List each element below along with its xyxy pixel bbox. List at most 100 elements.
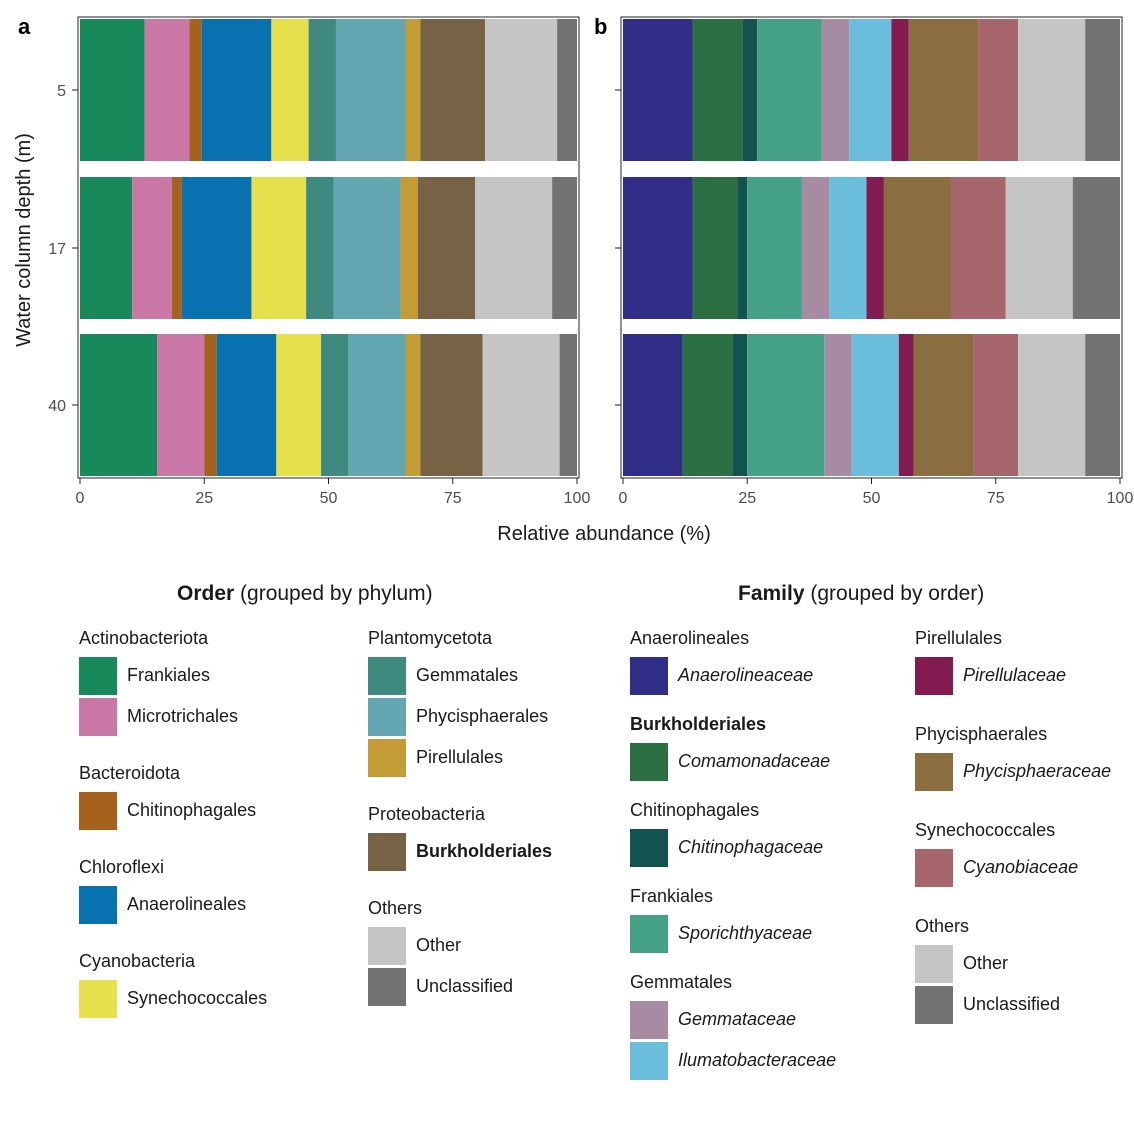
legend-swatch: [79, 886, 117, 924]
legend-title: Order (grouped by phylum): [177, 582, 433, 606]
x-tick-label: 50: [320, 490, 338, 507]
legend-swatch: [915, 945, 953, 983]
bar-segment-gemmataceae: [801, 177, 830, 319]
bar-segment-burkholderiales: [420, 334, 483, 476]
bar-segment-chitinophagaceae: [742, 19, 758, 161]
legend-group-title: Pirellulales: [915, 628, 1003, 648]
x-tick-label: 0: [619, 490, 628, 507]
bar-segment-unclassified: [1085, 19, 1120, 161]
legend-label: Frankiales: [127, 665, 211, 685]
legend-swatch: [630, 1042, 668, 1080]
bar-segment-gemmatales: [308, 19, 336, 161]
x-tick-label: 100: [1107, 490, 1134, 507]
x-axis-title: Relative abundance (%): [497, 523, 710, 545]
legend-group-title: Synechococcales: [915, 820, 1056, 840]
x-tick-label: 100: [564, 490, 591, 507]
legend-swatch: [368, 698, 406, 736]
legend-group-title: Proteobacteria: [368, 804, 486, 824]
bar-segment-cyanobiaceae: [951, 177, 1006, 319]
legend-label: Sporichthyaceae: [678, 923, 813, 943]
y-tick-label: 5: [57, 83, 66, 100]
bar-segment-anaerolineaceae: [623, 177, 693, 319]
legend-swatch: [630, 829, 668, 867]
legend-group-title: Chloroflexi: [79, 857, 165, 877]
bar-segment-microtrichales: [144, 19, 190, 161]
bar-segment-anaerolineaceae: [623, 19, 693, 161]
legend-label: Synechococcales: [127, 988, 268, 1008]
legend-swatch: [630, 743, 668, 781]
legend-label: Gemmatales: [416, 665, 519, 685]
x-tick-label: 25: [195, 490, 213, 507]
bar-segment-frankiales: [80, 334, 158, 476]
legend-label: Pirellulales: [416, 747, 504, 767]
bar-segment-other: [475, 177, 553, 319]
bar-segment-unclassified: [559, 334, 577, 476]
panel-label: b: [594, 14, 607, 39]
legend-swatch: [630, 915, 668, 953]
legend-label: Chitinophagales: [127, 800, 257, 820]
bar-charts: a 0 25 50 75 100 5 17 40 Water column depth (m) b 0…: [13, 14, 1133, 545]
legend-title-rest: (grouped by phylum): [234, 582, 433, 605]
bar-segment-other: [1018, 19, 1086, 161]
bar-segment-microtrichales: [157, 334, 205, 476]
bar-segment-unclassified: [1072, 177, 1120, 319]
bar-segment-phycisphaerales: [348, 334, 406, 476]
legend-swatch: [915, 657, 953, 695]
legend-group-title: Anaerolineales: [630, 628, 750, 648]
legend-title-bold: Family: [738, 582, 805, 605]
bar-segment-phycisphaerales: [333, 177, 401, 319]
legend-label: Gemmataceae: [678, 1009, 797, 1029]
bar-segment-pirellulaceae: [898, 334, 914, 476]
y-axis-title: Water column depth (m): [13, 133, 35, 347]
legend-swatch: [630, 1001, 668, 1039]
legend-swatch: [368, 739, 406, 777]
bar-segment-pirellulales: [400, 177, 418, 319]
legend-title-bold: Order: [177, 582, 235, 605]
legend-swatch: [79, 657, 117, 695]
bar-segment-comamonadaceae: [692, 177, 738, 319]
legend-group-title: Others: [368, 898, 423, 918]
legend-group-title: Chitinophagales: [630, 800, 760, 820]
legend-label: Other: [416, 935, 462, 955]
bar-segment-phycisphaeraceae: [913, 334, 974, 476]
bar-segment-pirellulales: [405, 19, 421, 161]
bar-segment-ilumatobacteraceae: [849, 19, 892, 161]
bar-segment-sporichthyaceae: [747, 334, 825, 476]
bar-segment-chitinophagaceae: [732, 334, 748, 476]
bar-segment-phycisphaeraceae: [883, 177, 952, 319]
legend-title: Family (grouped by order): [738, 582, 984, 606]
legend-swatch: [915, 753, 953, 791]
legend-label: Microtrichales: [127, 706, 239, 726]
bar-segment-other: [482, 334, 560, 476]
bar-segment-unclassified: [552, 177, 577, 319]
legend-title-rest: (grouped by order): [804, 582, 985, 605]
legend-swatch: [915, 849, 953, 887]
legend-label: Ilumatobacteraceae: [678, 1050, 837, 1070]
bar-segment-burkholderiales: [417, 177, 476, 319]
x-tick-label: 25: [738, 490, 756, 507]
legend-label: Phycisphaeraceae: [963, 761, 1112, 781]
legend-label: Burkholderiales: [416, 841, 553, 861]
legend-group-title: Phycisphaerales: [915, 724, 1048, 744]
legend-label: Cyanobiaceae: [963, 857, 1079, 877]
y-tick-label: 17: [48, 241, 66, 258]
bar-segment-sporichthyaceae: [757, 19, 822, 161]
bar-segment-chitinophagales: [171, 177, 182, 319]
bar-segment-phycisphaerales: [335, 19, 406, 161]
y-tick-label: 40: [48, 398, 66, 415]
x-tick-label: 75: [444, 490, 462, 507]
bar-segment-frankiales: [80, 177, 133, 319]
legend-label: Phycisphaerales: [416, 706, 549, 726]
legend-group-title: Burkholderiales: [630, 714, 767, 734]
bar-segment-anaerolineaceae: [623, 334, 683, 476]
bar-segment-ilumatobacteraceae: [829, 177, 867, 319]
bar-segment-other: [1018, 334, 1086, 476]
legend-group-title: Cyanobacteria: [79, 951, 196, 971]
chart-panel-b: b 0 25 50 75 100: [594, 14, 1133, 507]
legend-group-title: Frankiales: [630, 886, 714, 906]
chart-panel-a: a 0 25 50 75 100 5 17 40 Water column depth (m): [13, 14, 590, 507]
legend-swatch: [79, 980, 117, 1018]
bar-segment-anaerolineales: [201, 19, 272, 161]
legend-swatch: [368, 657, 406, 695]
legend-label: Anaerolineaceae: [678, 665, 814, 685]
